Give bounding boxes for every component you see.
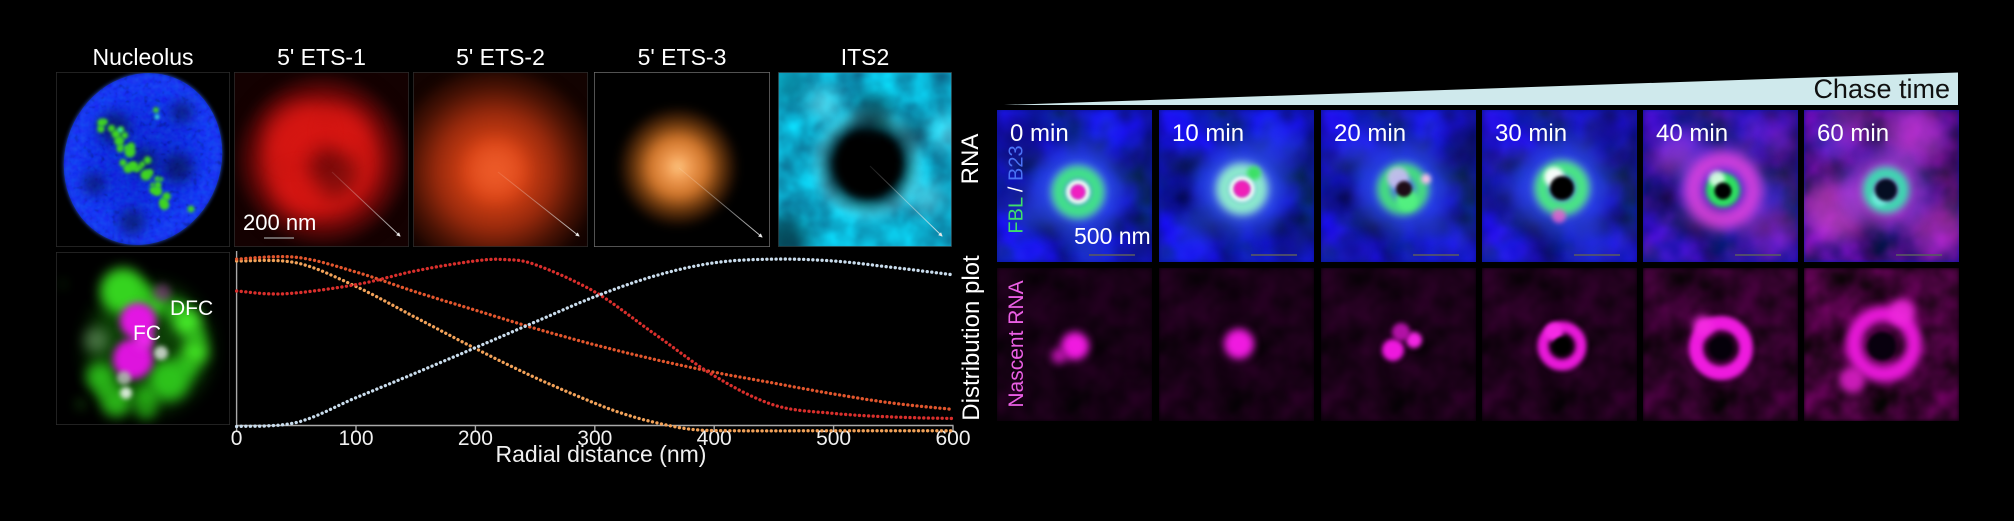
svg-text:0: 0: [231, 427, 243, 450]
svg-text:20 min: 20 min: [1334, 120, 1406, 147]
svg-text:100: 100: [338, 427, 373, 450]
svg-text:Radial distance (nm): Radial distance (nm): [496, 441, 707, 467]
svg-text:DFC: DFC: [170, 297, 213, 320]
svg-text:500: 500: [816, 427, 851, 450]
svg-text:FC: FC: [133, 322, 161, 345]
svg-text:10 min: 10 min: [1172, 120, 1244, 147]
svg-text:200 nm: 200 nm: [243, 210, 316, 235]
svg-text:Chase time: Chase time: [1813, 74, 1950, 104]
svg-text:200: 200: [458, 427, 493, 450]
svg-text:400: 400: [697, 427, 732, 450]
svg-text:600: 600: [935, 427, 970, 450]
svg-text:40 min: 40 min: [1656, 120, 1728, 147]
svg-text:30 min: 30 min: [1495, 120, 1567, 147]
svg-text:300: 300: [577, 427, 612, 450]
svg-text:0 min: 0 min: [1010, 120, 1069, 147]
svg-text:60 min: 60 min: [1817, 120, 1889, 147]
